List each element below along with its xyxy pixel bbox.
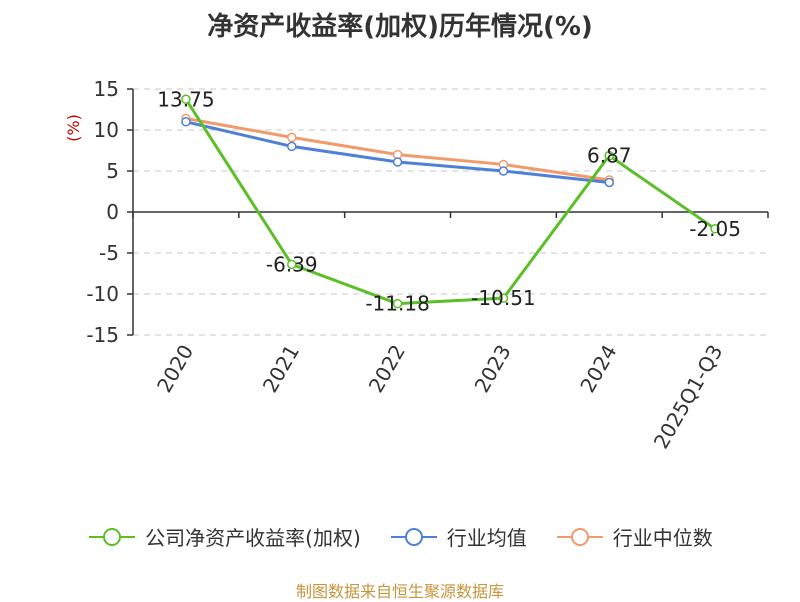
legend-marker-company-icon	[89, 527, 136, 546]
data-label: -10.51	[471, 286, 535, 310]
y-tick-label: -10	[86, 282, 119, 306]
data-label: -2.05	[689, 217, 741, 241]
data-label: -11.18	[365, 292, 429, 316]
axes	[127, 88, 769, 336]
x-tick-label: 2025Q1-Q3	[649, 341, 728, 453]
legend: 公司净资产收益率(加权) 行业均值 行业中位数	[0, 522, 800, 551]
chart-title: 净资产收益率(加权)历年情况(%)	[207, 12, 593, 42]
data-point	[392, 157, 403, 167]
data-point	[498, 166, 509, 176]
legend-item-industry-mean[interactable]: 行业均值	[389, 522, 527, 551]
legend-label-company: 公司净资产收益率(加权)	[145, 526, 361, 550]
x-tick-label: 2023	[470, 340, 516, 396]
data-point	[710, 224, 720, 234]
x-tick-label: 2024	[575, 341, 621, 397]
grid-lines	[133, 88, 768, 336]
data-point	[498, 293, 509, 303]
y-tick-label: 5	[106, 159, 119, 183]
data-point	[181, 94, 191, 104]
legend-marker-median-icon	[556, 527, 603, 546]
x-tick-labels: 2020 2021 2022 2023 2024 2025Q1-Q3	[152, 340, 727, 452]
y-tick-label: 15	[94, 77, 119, 101]
y-tick-label: -15	[86, 323, 119, 347]
data-point	[392, 298, 403, 309]
x-tick-label: 2020	[152, 341, 198, 397]
y-tick-labels: 15 10 5 0 -5 -10 -15	[86, 77, 119, 347]
legend-item-industry-median[interactable]: 行业中位数	[555, 522, 713, 551]
data-point	[287, 259, 297, 270]
data-point	[287, 141, 297, 152]
data-point	[287, 132, 297, 143]
data-label: -6.39	[266, 252, 318, 276]
y-tick-label: 0	[106, 200, 119, 224]
data-label: 13.75	[157, 87, 214, 111]
x-tick-label: 2022	[364, 341, 410, 397]
series-line	[184, 98, 716, 306]
legend-label-industry-mean: 行业均值	[446, 526, 527, 550]
data-point	[181, 117, 191, 127]
legend-item-company[interactable]: 公司净资产收益率(加权)	[87, 522, 361, 551]
x-tick-label: 2021	[258, 341, 304, 397]
data-labels: 13.75 -6.39 -11.18 -10.51 6.87 -2.05	[157, 87, 741, 315]
data-point	[604, 150, 614, 161]
source-footer: 制图数据来自恒生聚源数据库	[295, 582, 504, 601]
y-axis-label: (%)	[64, 114, 83, 142]
y-tick-label: 10	[94, 118, 119, 142]
legend-label-industry-median: 行业中位数	[612, 526, 713, 550]
data-point	[604, 177, 614, 188]
legend-marker-mean-icon	[390, 527, 437, 546]
y-tick-label: -5	[99, 241, 119, 265]
series-lines	[181, 94, 720, 309]
data-label: 6.87	[587, 144, 632, 168]
